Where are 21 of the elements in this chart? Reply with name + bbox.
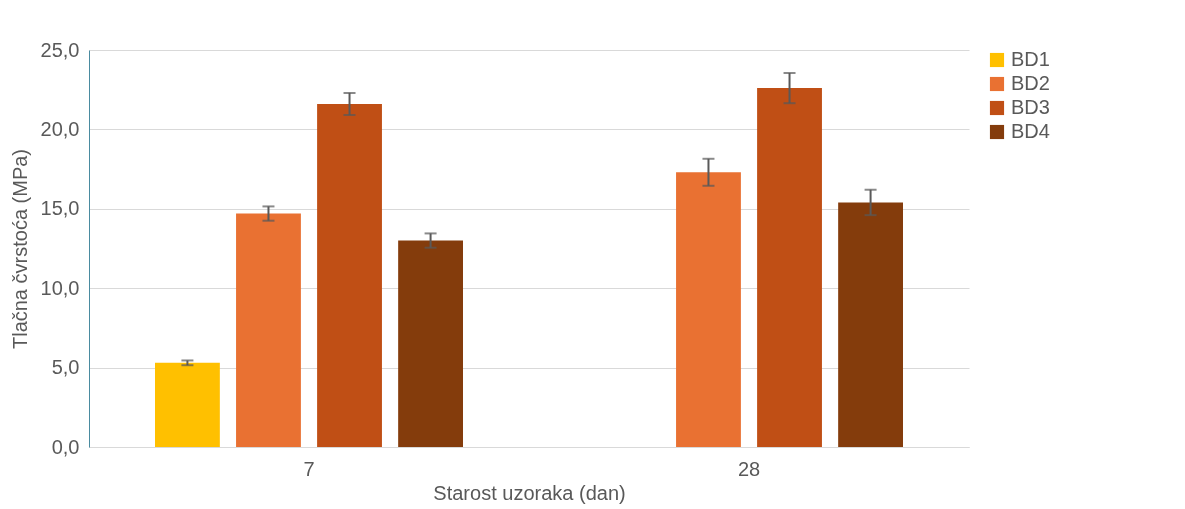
bar (757, 88, 822, 447)
bar (838, 202, 903, 447)
bar (155, 362, 220, 447)
y-tick-label: 0,0 (51, 435, 80, 458)
y-tick-label: 20,0 (40, 117, 80, 140)
legend-label: BD4 (1011, 120, 1050, 142)
bar (398, 240, 463, 447)
y-tick-label: 25,0 (40, 38, 80, 61)
legend-label: BD2 (1011, 72, 1050, 94)
bar (236, 213, 301, 447)
y-axis-title: Tlačna čvrstoća (MPa) (8, 148, 31, 350)
y-tick-label: 5,0 (51, 356, 80, 379)
legend-label: BD3 (1011, 96, 1050, 118)
bar (317, 103, 382, 447)
x-axis-title: Starost uzoraka (dan) (433, 481, 626, 504)
x-tick-label: 7 (303, 457, 315, 480)
y-tick-label: 15,0 (40, 197, 80, 220)
bar (676, 172, 741, 447)
x-tick-label: 28 (737, 457, 761, 480)
legend-label: BD1 (1011, 48, 1050, 70)
y-tick-label: 10,0 (40, 276, 80, 299)
